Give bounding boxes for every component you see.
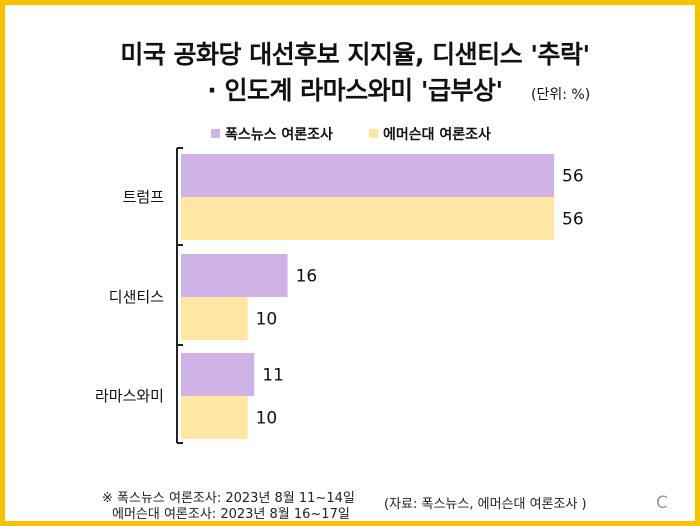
data-label: 56 (562, 210, 584, 230)
footnote-line2: 에머슨대 여론조사: 2023년 8월 16~17일 (112, 507, 350, 522)
data-label: 10 (256, 409, 278, 429)
bar-chart: 트럼프 56 56 디샌티스 16 10 라마스와미 11 10 (95, 147, 584, 444)
legend-label-emerson: 에머슨대 여론조사 (383, 127, 491, 143)
legend-swatch-emerson (369, 129, 378, 138)
data-label: 56 (562, 167, 584, 187)
source-note: (자료: 폭스뉴스, 에머슨대 여론조사 ) (384, 497, 587, 512)
unit-label: (단위: %) (531, 87, 591, 103)
bar-emerson (181, 396, 248, 439)
bar-emerson (181, 197, 554, 240)
legend-swatch-fox (211, 129, 220, 138)
footnote-line1: ※ 폭스뉴스 여론조사: 2023년 8월 11~14일 (102, 491, 355, 506)
data-label: 11 (262, 366, 284, 386)
bar-fox (181, 353, 255, 396)
publisher-logo: C (656, 493, 668, 513)
data-label: 16 (296, 267, 318, 287)
bar-fox (181, 154, 554, 197)
legend-label-fox: 폭스뉴스 여론조사 (225, 127, 333, 143)
legend-item-emerson: 에머슨대 여론조사 (369, 124, 491, 143)
bar-fox (181, 254, 288, 297)
chart-title-line2: · 인도계 라마스와미 '급부상' (207, 76, 503, 105)
category-label: 디샌티스 (109, 288, 164, 306)
chart-title-line1: 미국 공화당 대선후보 지지율, 디샌티스 '추락' (120, 40, 590, 69)
data-label: 10 (256, 310, 278, 330)
category-label: 라마스와미 (95, 387, 164, 405)
category-label: 트럼프 (123, 188, 165, 206)
legend-item-fox: 폭스뉴스 여론조사 (211, 124, 333, 143)
bar-emerson (181, 297, 248, 340)
